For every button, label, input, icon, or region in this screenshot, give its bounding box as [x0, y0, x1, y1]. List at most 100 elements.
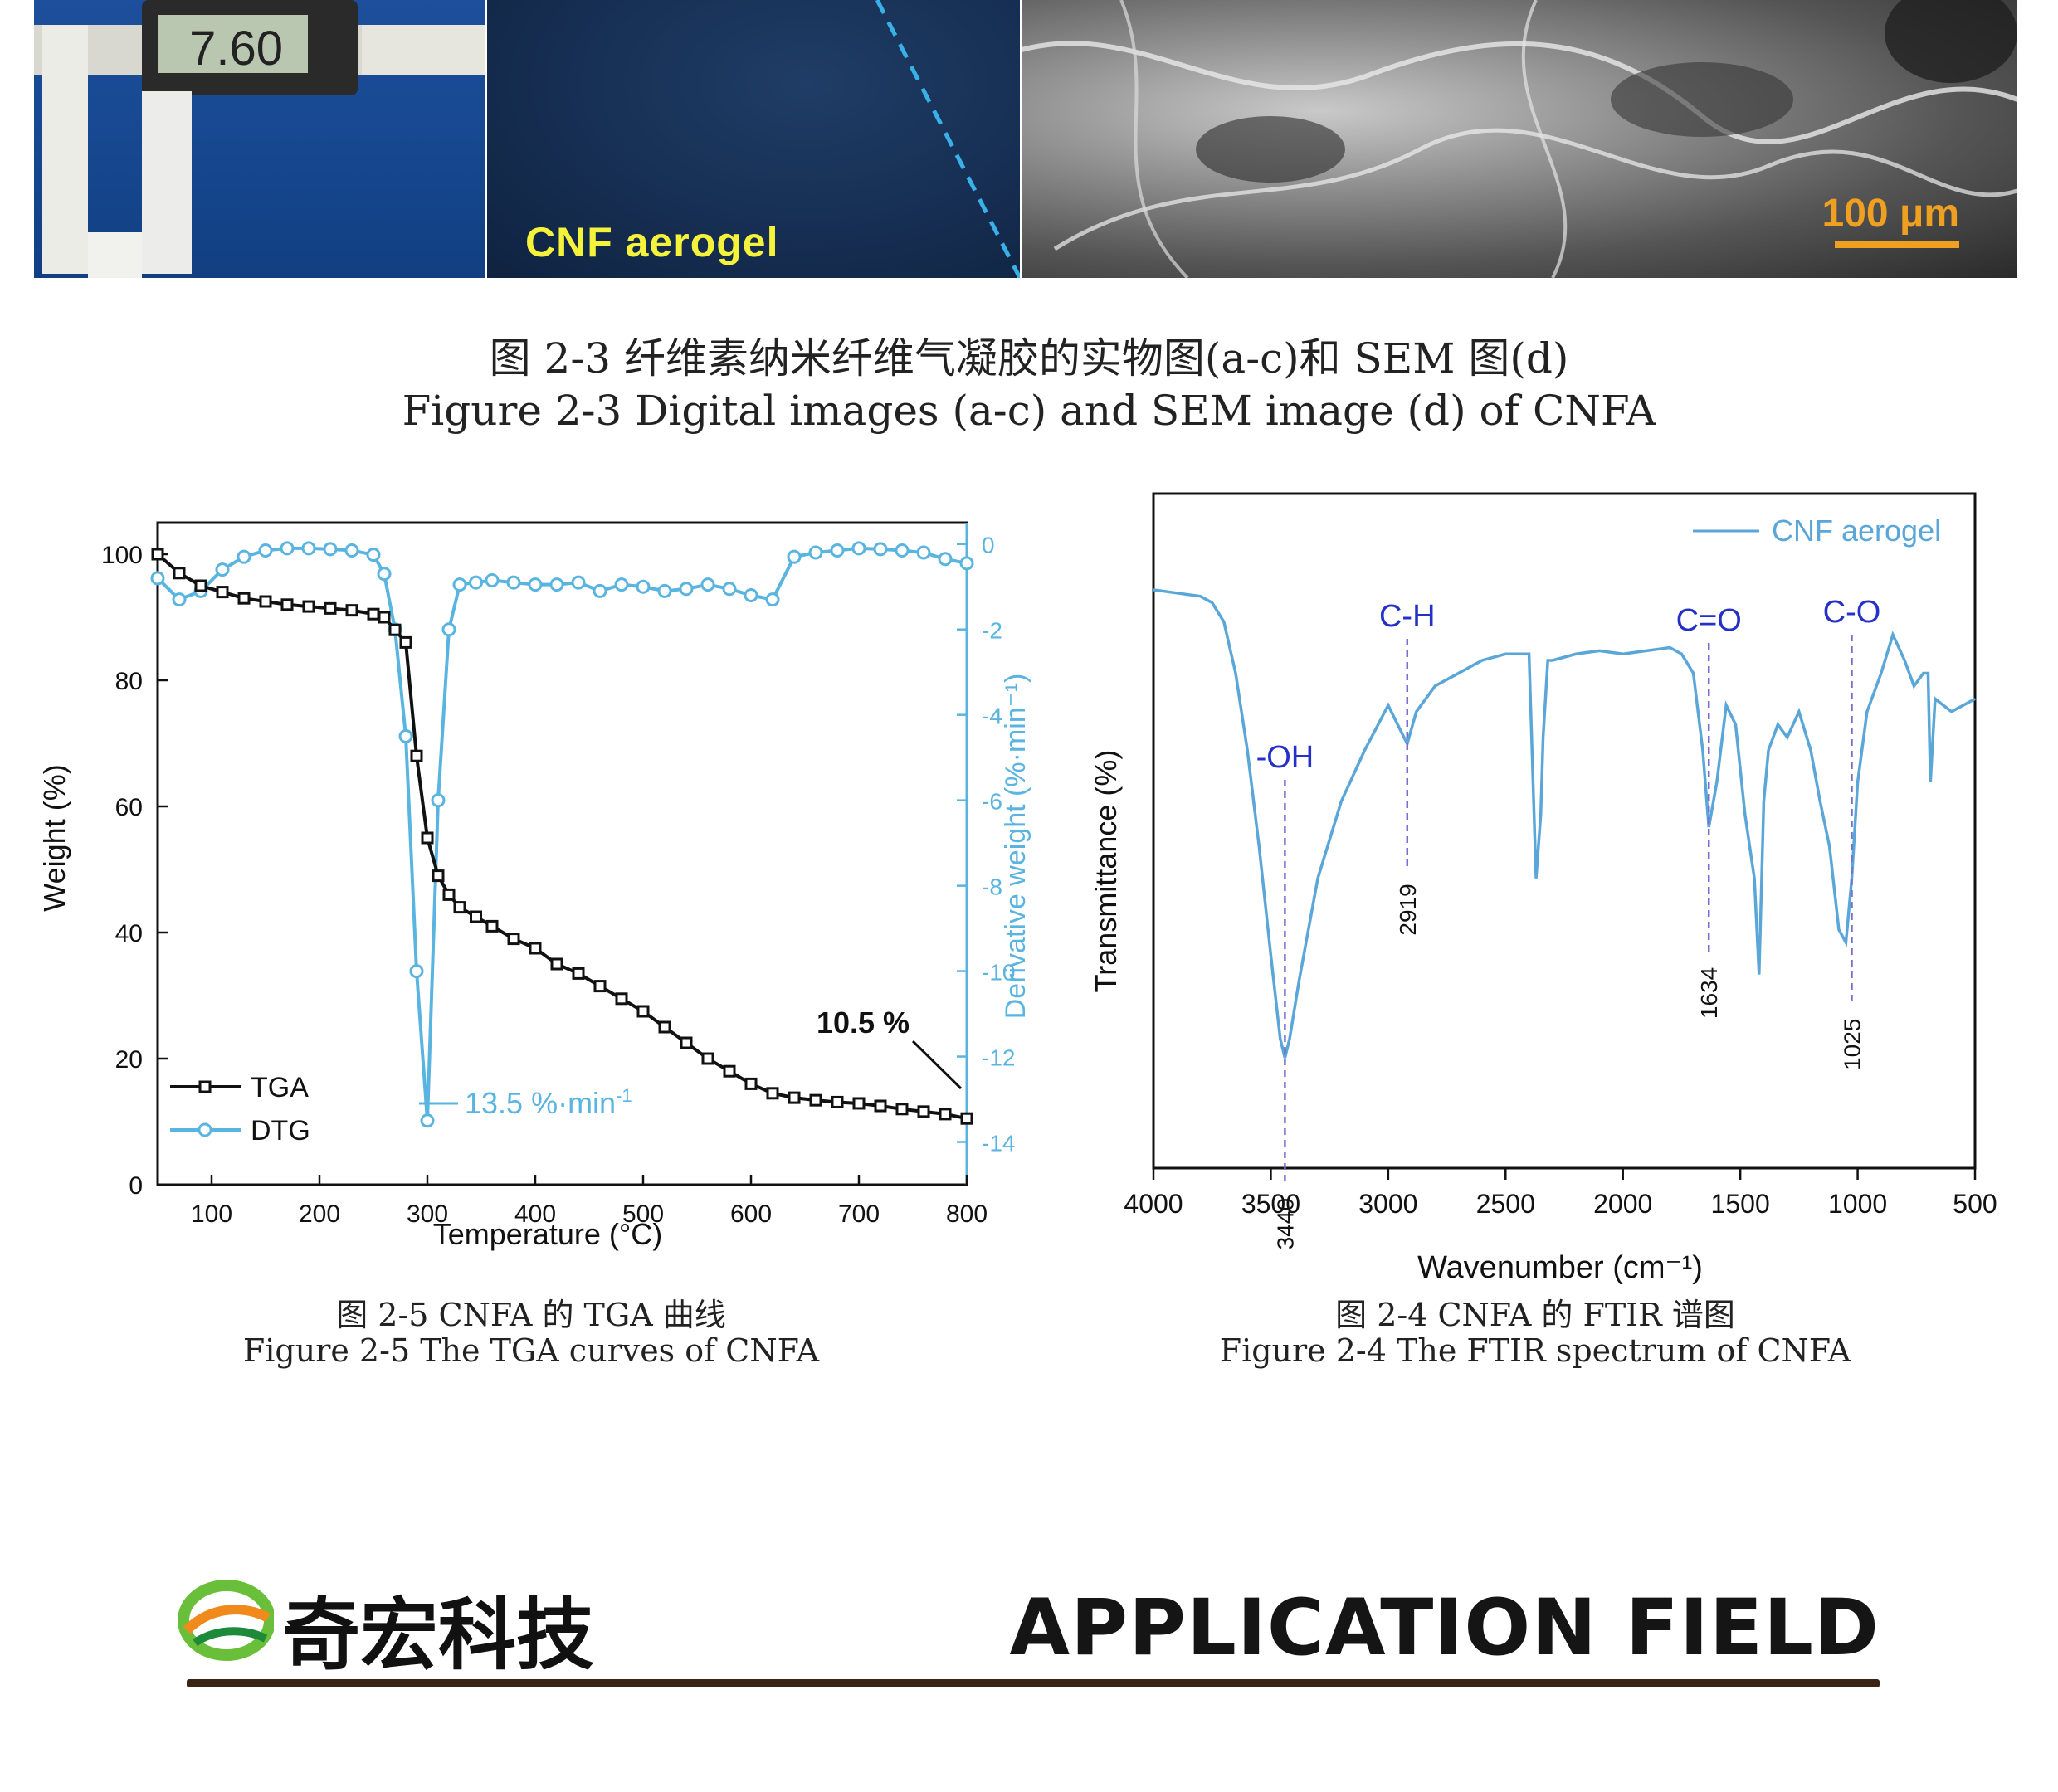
figure-2-3-caption-cn: 图 2-3 纤维素纳米纤维气凝胶的实物图(a-c)和 SEM 图(d): [489, 334, 1569, 382]
dtg-point: [237, 549, 251, 564]
dtg-point: [420, 1113, 435, 1128]
figure-2-4-caption-en: Figure 2-4 The FTIR spectrum of CNFA: [1219, 1332, 1851, 1369]
tga-point: [216, 586, 229, 599]
tga-point: [831, 1095, 844, 1108]
footer-divider: [187, 1679, 1880, 1687]
caliper-photo: 7.60: [34, 0, 485, 278]
sem-image: 100 μm: [1022, 0, 2017, 278]
ftir-x-tick-label: 500: [1953, 1189, 1997, 1219]
sem-scale-bar: [1835, 241, 1959, 248]
ftir-peak-wavenumber-label: 2919: [1395, 884, 1421, 935]
tga-point: [744, 1077, 758, 1090]
tga-point: [453, 901, 466, 914]
figure-2-3-photo-strip: 7.60 CNF aerogel 100 μm: [34, 0, 2017, 278]
ftir-frame-rect: [1152, 492, 1977, 1170]
dtg-point: [323, 542, 338, 557]
tga-point: [399, 635, 412, 649]
dtg-point: [441, 622, 456, 637]
dtg-point: [431, 793, 446, 808]
tga-y-tick-label: 40: [115, 920, 143, 947]
tga-point: [766, 1087, 779, 1100]
tga-x-tick-label: 500: [622, 1200, 664, 1228]
tga-dtg-peak-superscript: -1: [616, 1085, 632, 1106]
caliper-jaw-sliding: [142, 91, 192, 274]
tga-point: [680, 1036, 693, 1049]
dtg-point: [787, 549, 802, 564]
tga-legend: TGA DTG: [170, 1072, 310, 1147]
tga-x-tick-label: 600: [730, 1200, 772, 1228]
ftir-x-tick-label: 1500: [1711, 1189, 1770, 1219]
tga-legend-label: TGA: [251, 1072, 309, 1103]
dtg-point: [172, 592, 187, 607]
tga-dtg-peak-annotation: 13.5 %·min-1: [465, 1085, 632, 1120]
tga-point: [572, 967, 585, 980]
tga-residue-annotation: 10.5 %: [817, 1006, 910, 1040]
ftir-x-tick-label: 3500: [1241, 1189, 1300, 1219]
tga-x-tick-label: 700: [838, 1200, 880, 1228]
ftir-x-tick-label: 2500: [1476, 1189, 1535, 1219]
tga-point: [960, 1112, 973, 1125]
dtg-point: [301, 541, 316, 556]
ftir-chart: 4000 3500 3000 2500 2000 1500 1000 500 -OH 3440 C…: [1089, 492, 1997, 1285]
tga-y2-tick-label: -12: [982, 1045, 1015, 1071]
dtg-point: [150, 571, 165, 586]
dtg-point: [528, 577, 543, 592]
tga-y2-tick-label: -2: [982, 618, 1002, 644]
dtg-point: [398, 728, 413, 743]
dtg-point: [679, 582, 694, 597]
sem-texture: [1022, 0, 2017, 278]
tga-y2-tick-label: -8: [982, 874, 1002, 900]
dtg-point: [765, 592, 780, 607]
dtg-point: [722, 582, 737, 597]
tga-x-axis-label: Temperature (°C): [433, 1217, 662, 1251]
dtg-point: [636, 579, 651, 594]
tga-legend-marker: [198, 1080, 212, 1093]
tga-y-tick-label: 20: [115, 1046, 143, 1074]
tga-point: [237, 592, 251, 605]
tga-y2-axis-label: Derivative weight (%·min⁻¹): [1000, 674, 1031, 1020]
ftir-x-tick-label: 2000: [1593, 1189, 1652, 1219]
figure-2-4-caption-cn: 图 2-4 CNFA 的 FTIR 谱图: [1335, 1297, 1735, 1333]
tga-point: [636, 1005, 650, 1018]
tga-axes: 100 200 300 400 500 600 700 800 0 20 40 60 80 100 0 -2 -…: [101, 533, 1016, 1228]
ftir-x-axis-label: Wavenumber (cm⁻¹): [1417, 1250, 1703, 1285]
tga-x-tick-label: 300: [407, 1200, 448, 1228]
tga-point: [194, 579, 207, 592]
dtg-point: [700, 577, 715, 592]
caliper-scale: [362, 25, 485, 75]
dtg-point: [366, 548, 381, 562]
dtg-legend-label: DTG: [251, 1115, 310, 1147]
tga-point: [324, 601, 337, 615]
ftir-axes: 4000 3500 3000 2500 2000 1500 1000 500: [1124, 1168, 1997, 1219]
tga-x-tick-label: 800: [946, 1200, 988, 1228]
tga-residue-arrow: [911, 1040, 963, 1090]
tga-point: [529, 942, 542, 955]
tga-chart: 100 200 300 400 500 600 700 800 0 20 40 60 80 100 0 -2 -…: [37, 521, 1031, 1251]
brand-logo-icon: [178, 1580, 274, 1661]
dtg-point: [280, 541, 295, 556]
dtg-point: [916, 545, 931, 560]
dtg-point: [851, 541, 866, 556]
ftir-plot-frame: [1152, 492, 1977, 1170]
dtg-point: [258, 543, 273, 558]
tga-point: [173, 567, 186, 580]
aerogel-sample: [88, 232, 142, 278]
tga-point: [874, 1099, 887, 1113]
brand-name: 奇宏科技: [282, 1590, 595, 1681]
ftir-series: [1153, 588, 1976, 1059]
dtg-point: [938, 552, 953, 567]
ftir-peak-markers: -OH 3440 C-H 2919 C=O 1634 C-O 1025: [1256, 595, 1881, 1249]
ftir-series-line: [1153, 588, 1976, 1059]
dtg-point: [614, 577, 629, 592]
tga-y-tick-label: 80: [115, 668, 143, 695]
ftir-x-tick-label: 4000: [1124, 1189, 1183, 1219]
tga-x-tick-label: 200: [299, 1200, 340, 1228]
tga-point: [550, 957, 563, 971]
dtg-point: [873, 542, 888, 557]
dtg-point: [485, 573, 500, 588]
tga-dtg-peak-text: 13.5 %·min: [465, 1086, 616, 1120]
caliper-illustration: 7.60: [34, 0, 485, 278]
tga-point: [280, 598, 294, 611]
sem-scale-label: 100 μm: [1821, 192, 1959, 236]
tga-plot-frame: [156, 521, 968, 1186]
